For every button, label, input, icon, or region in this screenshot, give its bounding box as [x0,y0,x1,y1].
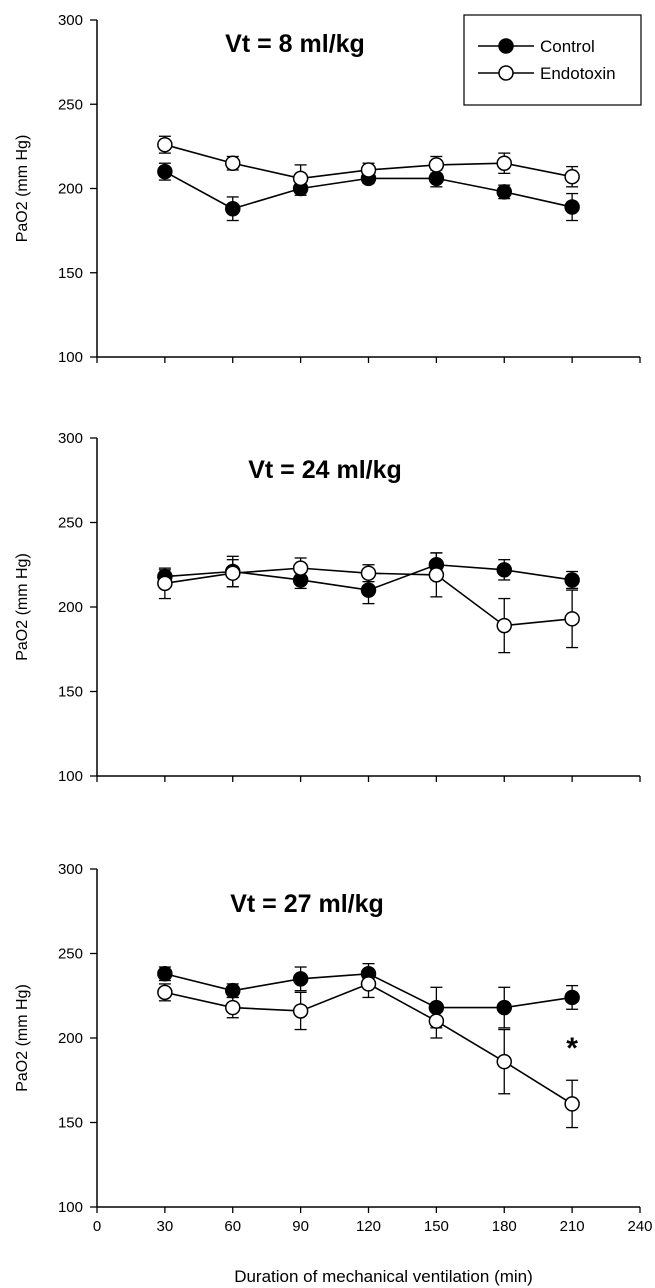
data-point-endotoxin [428,157,445,173]
data-point-endotoxin [225,155,241,171]
data-point-control [292,971,309,987]
y-tick-label: 100 [58,1199,83,1216]
data-point-control [564,989,580,1006]
data-point-control [225,200,241,217]
y-tick-label: 250 [58,96,83,113]
series-endotoxin [157,552,580,654]
data-point-endotoxin [564,1096,580,1112]
data-point-endotoxin [360,565,377,581]
legend-marker [498,65,514,81]
x-tick-label: 60 [224,1218,241,1235]
y-axis-label: PaO2 (mm Hg) [14,553,31,661]
legend-label: Endotoxin [540,64,616,83]
data-point-control [564,572,580,588]
data-point-endotoxin [225,565,241,581]
legend: Control Endotoxin [463,14,642,106]
y-axis-label: PaO2 (mm Hg) [14,984,31,1092]
y-tick-label: 250 [58,515,83,532]
x-tick-label: 30 [157,1218,174,1235]
data-point-control [496,184,512,200]
y-tick-label: 200 [58,1030,83,1047]
y-tick-label: 200 [58,599,83,616]
y-tick-label: 150 [58,684,83,701]
x-tick-label: 90 [292,1218,309,1235]
legend-marker [498,38,514,54]
data-point-control [157,163,173,180]
panel-title: Vt = 8 ml/kg [225,30,365,58]
data-point-endotoxin [496,155,512,171]
data-point-endotoxin [564,611,580,627]
y-tick-label: 200 [58,181,83,198]
x-tick-label: 0 [93,1218,101,1235]
data-point-control [225,982,241,999]
chart-panel-3: 100 150 200 250 300 0 30 60 90 120 150 180 210 240 PaO… [14,861,653,1286]
data-point-endotoxin [292,560,309,576]
data-point-endotoxin [564,168,580,185]
y-tick-label: 300 [58,430,83,447]
y-tick-label: 100 [58,349,83,366]
x-tick-label: 120 [356,1218,381,1235]
significance-marker: * [566,1032,578,1065]
data-point-endotoxin [292,170,309,187]
data-point-endotoxin [496,1053,512,1070]
series-line-endotoxin [164,983,573,1105]
data-point-endotoxin [496,617,512,634]
panel-title: Vt = 24 ml/kg [248,456,402,484]
legend-box [463,14,642,106]
x-tick-label: 150 [424,1218,449,1235]
x-axis-label: Duration of mechanical ventilation (min) [234,1267,533,1286]
data-point-endotoxin [157,136,173,153]
y-tick-label: 250 [58,946,83,963]
data-point-endotoxin [157,575,173,592]
y-tick-label: 300 [58,12,83,29]
data-point-endotoxin [360,162,377,178]
x-tick-label: 210 [560,1218,585,1235]
legend-label: Control [540,37,595,56]
panel-title: Vt = 27 ml/kg [230,890,384,918]
data-point-control [360,582,377,598]
data-point-control [496,562,512,578]
data-point-endotoxin [157,984,173,1001]
series-endotoxin [157,135,580,193]
data-point-endotoxin [360,976,377,992]
data-point-endotoxin [225,999,241,1016]
y-tick-label: 300 [58,861,83,878]
series-endotoxin [157,969,580,1129]
data-point-control [496,999,512,1016]
data-point-endotoxin [428,567,445,583]
data-point-endotoxin [292,1003,309,1019]
data-point-control [157,966,173,982]
y-tick-label: 150 [58,265,83,282]
y-tick-label: 100 [58,768,83,785]
data-point-endotoxin [428,1013,445,1029]
y-tick-label: 150 [58,1115,83,1132]
x-tick-label: 180 [492,1218,517,1235]
chart-panel-1: 100 150 200 250 300 PaO2 (mm Hg) Vt = 8 ml/kg C… [14,12,642,366]
y-axis-label: PaO2 (mm Hg) [14,135,31,243]
x-tick-label: 240 [627,1218,652,1235]
data-point-control [564,199,580,215]
chart-panel-2: 100 150 200 250 300 PaO2 (mm Hg) Vt = 24 ml/kg [14,430,641,785]
